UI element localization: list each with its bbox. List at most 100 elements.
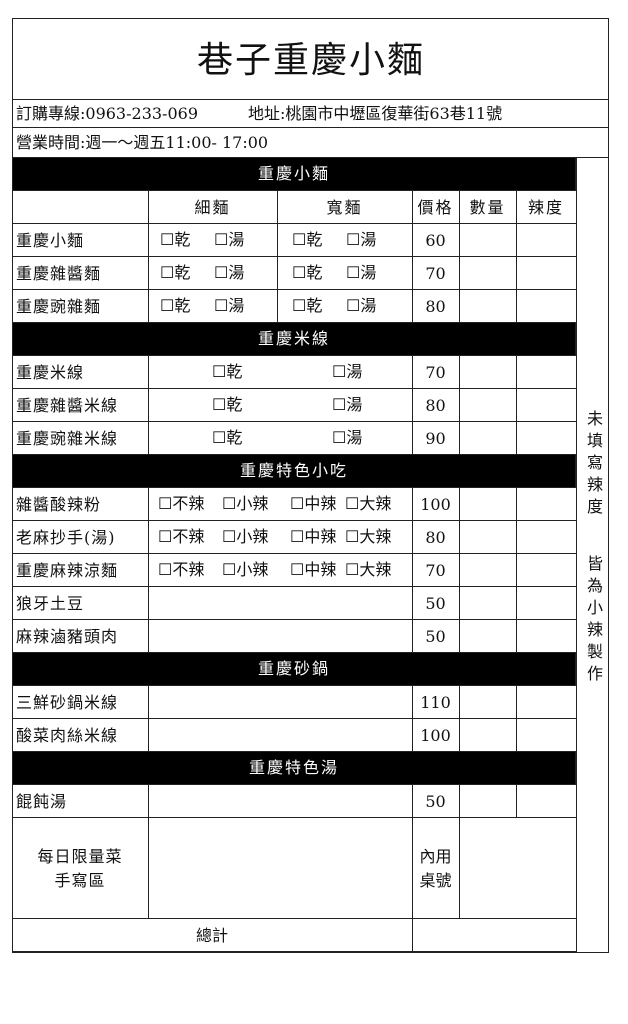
option-checkbox: ☐湯 xyxy=(214,230,245,249)
option-checkbox: ☐小辣 xyxy=(222,527,269,546)
option-checkbox: ☐乾 xyxy=(160,230,191,249)
item-price: 50 xyxy=(425,594,446,613)
item-name: 重慶小麵 xyxy=(16,231,85,250)
section-title: 重慶小麵 xyxy=(257,164,331,183)
cell xyxy=(516,586,577,620)
item-price: 90 xyxy=(425,429,446,448)
column-header: 辣度 xyxy=(527,198,565,217)
cell xyxy=(459,223,517,257)
cell xyxy=(516,256,577,290)
section-title: 重慶米線 xyxy=(257,329,331,348)
item-price: 50 xyxy=(425,627,446,646)
option-checkbox: ☐湯 xyxy=(346,230,377,249)
option-checkbox: ☐湯 xyxy=(332,428,363,447)
item-name: 重慶麻辣涼麵 xyxy=(16,561,119,580)
cell xyxy=(516,685,577,719)
column-header: 寬麵 xyxy=(326,198,363,217)
item-price: 70 xyxy=(425,561,446,580)
item-price: 70 xyxy=(425,264,446,283)
phone: 訂購專線:0963-233-069 xyxy=(16,104,199,123)
hours: 營業時間:週一～週五11:00- 17:00 xyxy=(16,133,269,152)
cell xyxy=(459,817,577,919)
cell xyxy=(148,784,413,818)
item-name: 狼牙土豆 xyxy=(16,594,85,613)
option-checkbox: ☐湯 xyxy=(332,395,363,414)
option-checkbox: ☐乾 xyxy=(212,395,243,414)
total-label: 總計 xyxy=(195,926,229,945)
item-price: 50 xyxy=(425,792,446,811)
option-checkbox: ☐中辣 xyxy=(290,527,337,546)
cell xyxy=(459,553,517,587)
cell xyxy=(148,586,413,620)
cell xyxy=(459,289,517,323)
item-name: 雜醬酸辣粉 xyxy=(16,495,102,514)
option-checkbox: ☐乾 xyxy=(292,296,323,315)
item-price: 60 xyxy=(425,231,446,250)
option-checkbox: ☐乾 xyxy=(292,263,323,282)
cell xyxy=(148,718,413,752)
option-checkbox: ☐乾 xyxy=(212,362,243,381)
option-checkbox: ☐湯 xyxy=(332,362,363,381)
cell xyxy=(459,619,517,653)
item-name: 餛飩湯 xyxy=(16,792,68,811)
cell xyxy=(459,388,517,422)
option-checkbox: ☐小辣 xyxy=(222,494,269,513)
item-price: 100 xyxy=(420,726,451,745)
item-name: 重慶豌雜麵 xyxy=(16,297,102,316)
cell xyxy=(516,718,577,752)
cell xyxy=(12,817,149,919)
section-title: 重慶特色湯 xyxy=(248,758,340,777)
option-checkbox: ☐乾 xyxy=(160,296,191,315)
memo-label: 每日限量菜 xyxy=(37,847,123,866)
item-name: 重慶雜醬麵 xyxy=(16,264,102,283)
cell xyxy=(459,586,517,620)
note: 皆為小辣製作 xyxy=(584,555,603,687)
option-checkbox: ☐小辣 xyxy=(222,560,269,579)
cell xyxy=(412,918,577,952)
item-price: 70 xyxy=(425,363,446,382)
item-name: 重慶米線 xyxy=(16,363,85,382)
cell xyxy=(12,190,149,224)
item-name: 麻辣滷豬頭肉 xyxy=(16,627,119,646)
option-checkbox: ☐乾 xyxy=(160,263,191,282)
cell xyxy=(516,421,577,455)
option-checkbox: ☐湯 xyxy=(346,296,377,315)
cell xyxy=(148,817,413,919)
cell xyxy=(459,355,517,389)
table-label: 桌號 xyxy=(419,871,452,890)
section-header xyxy=(12,652,576,686)
section-title: 重慶砂鍋 xyxy=(257,659,331,678)
option-checkbox: ☐大辣 xyxy=(345,527,392,546)
cell xyxy=(148,421,413,455)
note: 未填寫辣度 xyxy=(584,410,603,520)
cell xyxy=(148,619,413,653)
item-name: 酸菜肉絲米線 xyxy=(16,726,119,745)
cell xyxy=(148,388,413,422)
cell xyxy=(516,487,577,521)
cell xyxy=(459,520,517,554)
option-checkbox: ☐不辣 xyxy=(158,527,205,546)
cell xyxy=(459,487,517,521)
item-name: 重慶雜醬米線 xyxy=(16,396,119,415)
column-header: 細麵 xyxy=(194,198,231,217)
item-price: 80 xyxy=(425,396,446,415)
item-name: 重慶豌雜米線 xyxy=(16,429,119,448)
cell xyxy=(516,223,577,257)
cell xyxy=(516,355,577,389)
cell xyxy=(148,685,413,719)
option-checkbox: ☐湯 xyxy=(214,296,245,315)
memo-label: 手寫區 xyxy=(54,871,106,890)
section-header xyxy=(12,157,576,191)
option-checkbox: ☐中辣 xyxy=(290,494,337,513)
column-header: 數量 xyxy=(469,198,506,217)
cell xyxy=(459,718,517,752)
cell xyxy=(148,355,413,389)
table-label: 內用 xyxy=(419,847,452,866)
cell xyxy=(412,817,460,919)
option-checkbox: ☐大辣 xyxy=(345,560,392,579)
item-price: 100 xyxy=(420,495,451,514)
cell xyxy=(459,256,517,290)
cell xyxy=(516,520,577,554)
column-header: 價格 xyxy=(417,198,454,217)
